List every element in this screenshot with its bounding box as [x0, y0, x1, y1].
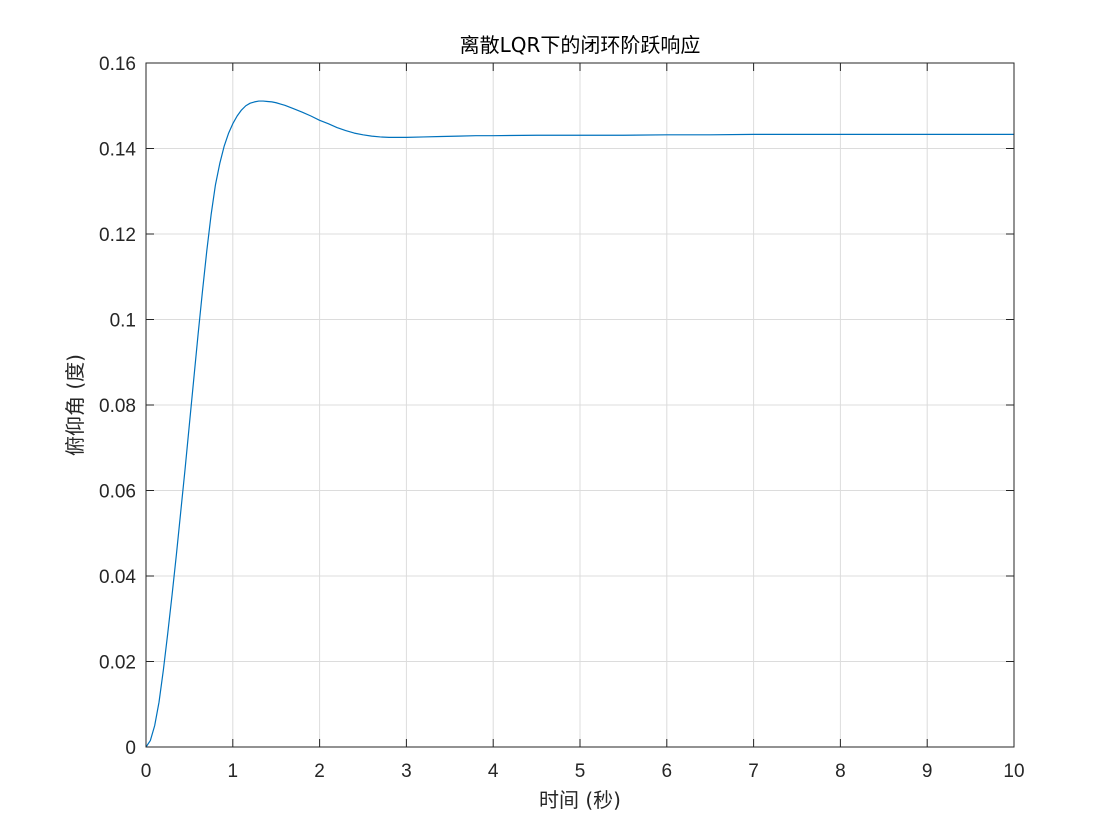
x-axis-label: 时间 (秒)	[539, 788, 621, 812]
y-tick-label: 0	[125, 738, 136, 759]
x-tick-label: 1	[228, 761, 239, 782]
y-tick-label: 0.12	[99, 225, 136, 246]
y-axis-label: 俯仰角 (度)	[63, 354, 87, 456]
grid	[146, 63, 1014, 747]
tick-marks	[145, 62, 1015, 748]
series-line	[145, 100, 1014, 748]
chart-title: 离散LQR下的闭环阶跃响应	[460, 33, 701, 57]
y-tick-label: 0.02	[99, 653, 136, 674]
x-tick-label: 7	[748, 761, 759, 782]
x-tick-label: 5	[575, 761, 586, 782]
y-tick-label: 0.1	[110, 311, 136, 332]
y-tick-label: 0.08	[99, 396, 136, 417]
data-lines	[145, 100, 1014, 748]
y-tick-label: 0.16	[99, 54, 136, 75]
x-tick-label: 6	[662, 761, 673, 782]
x-tick-label: 8	[835, 761, 846, 782]
x-tick-label: 2	[314, 761, 325, 782]
y-tick-label: 0.14	[99, 140, 136, 161]
x-tick-label: 3	[401, 761, 412, 782]
y-tick-label: 0.04	[99, 567, 136, 588]
x-tick-label: 10	[1003, 761, 1024, 782]
y-tick-labels: 0 0.02 0.04 0.06 0.08 0.1 0.12 0.14 0.16	[99, 54, 136, 759]
x-tick-label: 0	[141, 761, 152, 782]
x-tick-label: 4	[488, 761, 499, 782]
x-tick-labels: 0 1 2 3 4 5 6 7 8 9 10	[141, 761, 1025, 782]
x-tick-label: 9	[922, 761, 933, 782]
y-tick-label: 0.06	[99, 482, 136, 503]
